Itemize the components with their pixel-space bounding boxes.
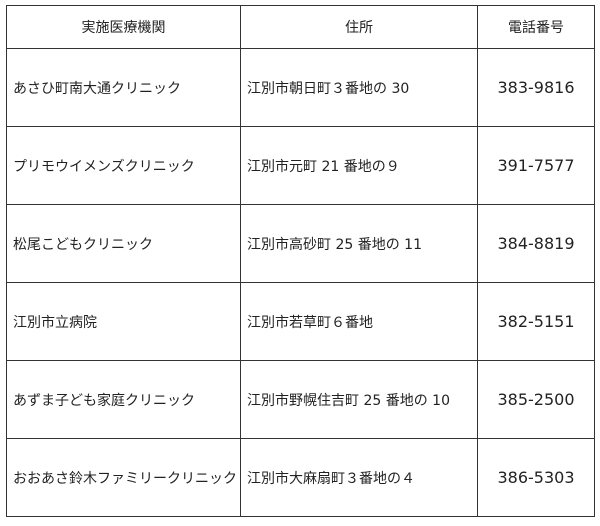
header-row: 実施医療機関 住所 電話番号: [6, 5, 595, 49]
phone-cell: 391-7577: [477, 126, 595, 205]
table-cell: 江別市大麻扇町３番地の４: [240, 438, 478, 517]
table-row: おおあさ鈴木ファミリークリニック 江別市大麻扇町３番地の４ 386-5303: [6, 438, 595, 517]
table-cell: 江別市朝日町３番地の 30: [240, 48, 478, 127]
table-cell: おおあさ鈴木ファミリークリニック: [6, 438, 241, 517]
table-row: あさひ町南大通クリニック 江別市朝日町３番地の 30 383-9816: [6, 48, 595, 127]
phone-cell: 382-5151: [477, 282, 595, 361]
phone-cell: 386-5303: [477, 438, 595, 517]
phone-cell: 384-8819: [477, 204, 595, 283]
table-cell: 江別市野幌住吉町 25 番地の 10: [240, 360, 478, 439]
table-row: 松尾こどもクリニック 江別市高砂町 25 番地の 11 384-8819: [6, 204, 595, 283]
phone-cell: 385-2500: [477, 360, 595, 439]
header-cell: 実施医療機関: [6, 5, 241, 49]
table-row: あずま子ども家庭クリニック 江別市野幌住吉町 25 番地の 10 385-2500: [6, 360, 595, 439]
table-row: 江別市立病院 江別市若草町６番地 382-5151: [6, 282, 595, 361]
table-cell: あずま子ども家庭クリニック: [6, 360, 241, 439]
table-cell: 松尾こどもクリニック: [6, 204, 241, 283]
table-cell: プリモウイメンズクリニック: [6, 126, 241, 205]
table-cell: 江別市若草町６番地: [240, 282, 478, 361]
table-row: プリモウイメンズクリニック 江別市元町 21 番地の９ 391-7577: [6, 126, 595, 205]
clinic-table: 実施医療機関 住所 電話番号 あさひ町南大通クリニック 江別市朝日町３番地の 30 38…: [6, 5, 595, 517]
table-cell: あさひ町南大通クリニック: [6, 48, 241, 127]
header-cell: 住所: [240, 5, 478, 49]
phone-cell: 383-9816: [477, 48, 595, 127]
header-cell: 電話番号: [477, 5, 595, 49]
table-cell: 江別市立病院: [6, 282, 241, 361]
table-cell: 江別市元町 21 番地の９: [240, 126, 478, 205]
table-cell: 江別市高砂町 25 番地の 11: [240, 204, 478, 283]
